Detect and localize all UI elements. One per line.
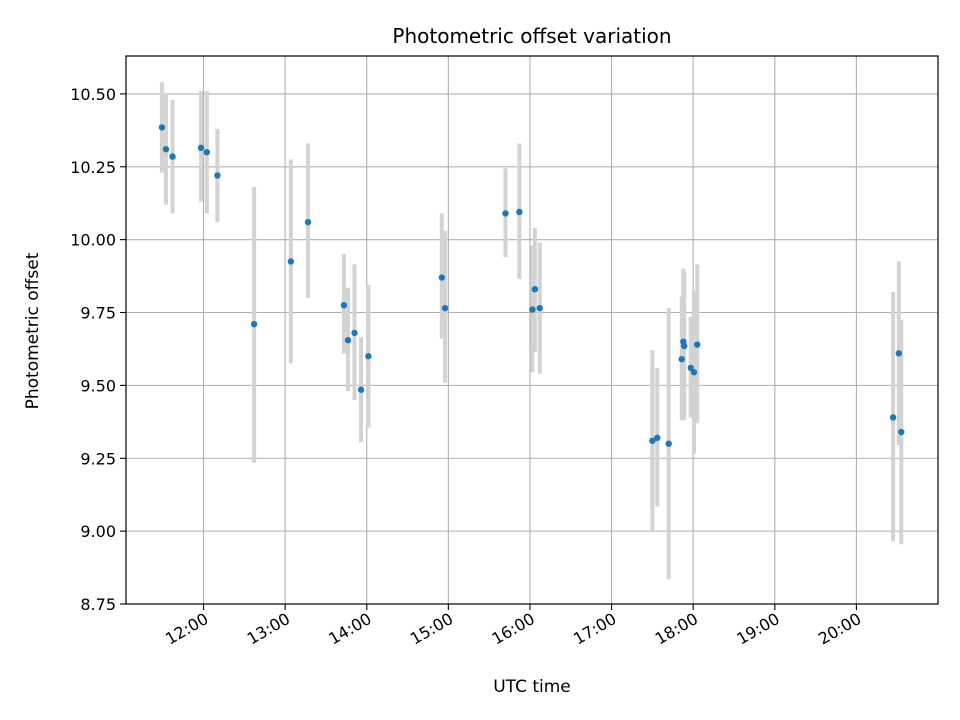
- x-axis-label: UTC time: [493, 677, 571, 697]
- data-point: [690, 369, 698, 376]
- data-point: [649, 437, 656, 444]
- data-point: [169, 153, 176, 160]
- data-point: [365, 353, 372, 360]
- data-point: [529, 306, 536, 313]
- data-point: [654, 434, 661, 442]
- data-point: [694, 341, 701, 348]
- data-point: [536, 304, 543, 312]
- y-tick-label: 9.25: [80, 449, 116, 468]
- y-tick-label: 8.75: [80, 595, 116, 614]
- data-point: [895, 350, 903, 357]
- data-point: [531, 285, 539, 293]
- data-point: [687, 364, 694, 372]
- data-point: [665, 440, 672, 447]
- data-point: [344, 337, 352, 344]
- data-point: [250, 320, 258, 328]
- data-point: [287, 258, 295, 265]
- data-points: [158, 124, 905, 447]
- chart-title: Photometric offset variation: [392, 24, 671, 48]
- data-point: [351, 329, 358, 337]
- data-point: [516, 208, 523, 216]
- data-point: [304, 218, 312, 226]
- y-tick-label: 9.00: [80, 522, 116, 541]
- data-point: [357, 386, 365, 393]
- data-point: [158, 124, 166, 131]
- data-point: [197, 144, 205, 152]
- plot-frame: [125, 55, 939, 605]
- data-point: [678, 355, 685, 363]
- data-point: [898, 428, 905, 436]
- data-point: [162, 146, 170, 153]
- data-point: [214, 172, 221, 179]
- data-point: [502, 210, 509, 217]
- y-axis-label: Photometric offset: [23, 252, 43, 409]
- data-point: [340, 302, 348, 309]
- y-tick-label: 9.75: [80, 304, 116, 323]
- y-axis-ticks: 8.75 9.00 9.25 9.50 9.75 10.00 10.25 10.50: [70, 85, 126, 614]
- data-point: [203, 148, 210, 156]
- y-tick-label: 10.00: [70, 231, 116, 250]
- data-point: [680, 342, 688, 350]
- data-point: [441, 304, 449, 312]
- data-point: [438, 274, 446, 281]
- data-point: [889, 414, 897, 421]
- y-tick-label: 9.50: [80, 376, 116, 395]
- y-tick-label: 10.50: [70, 85, 116, 104]
- y-tick-label: 10.25: [70, 158, 116, 177]
